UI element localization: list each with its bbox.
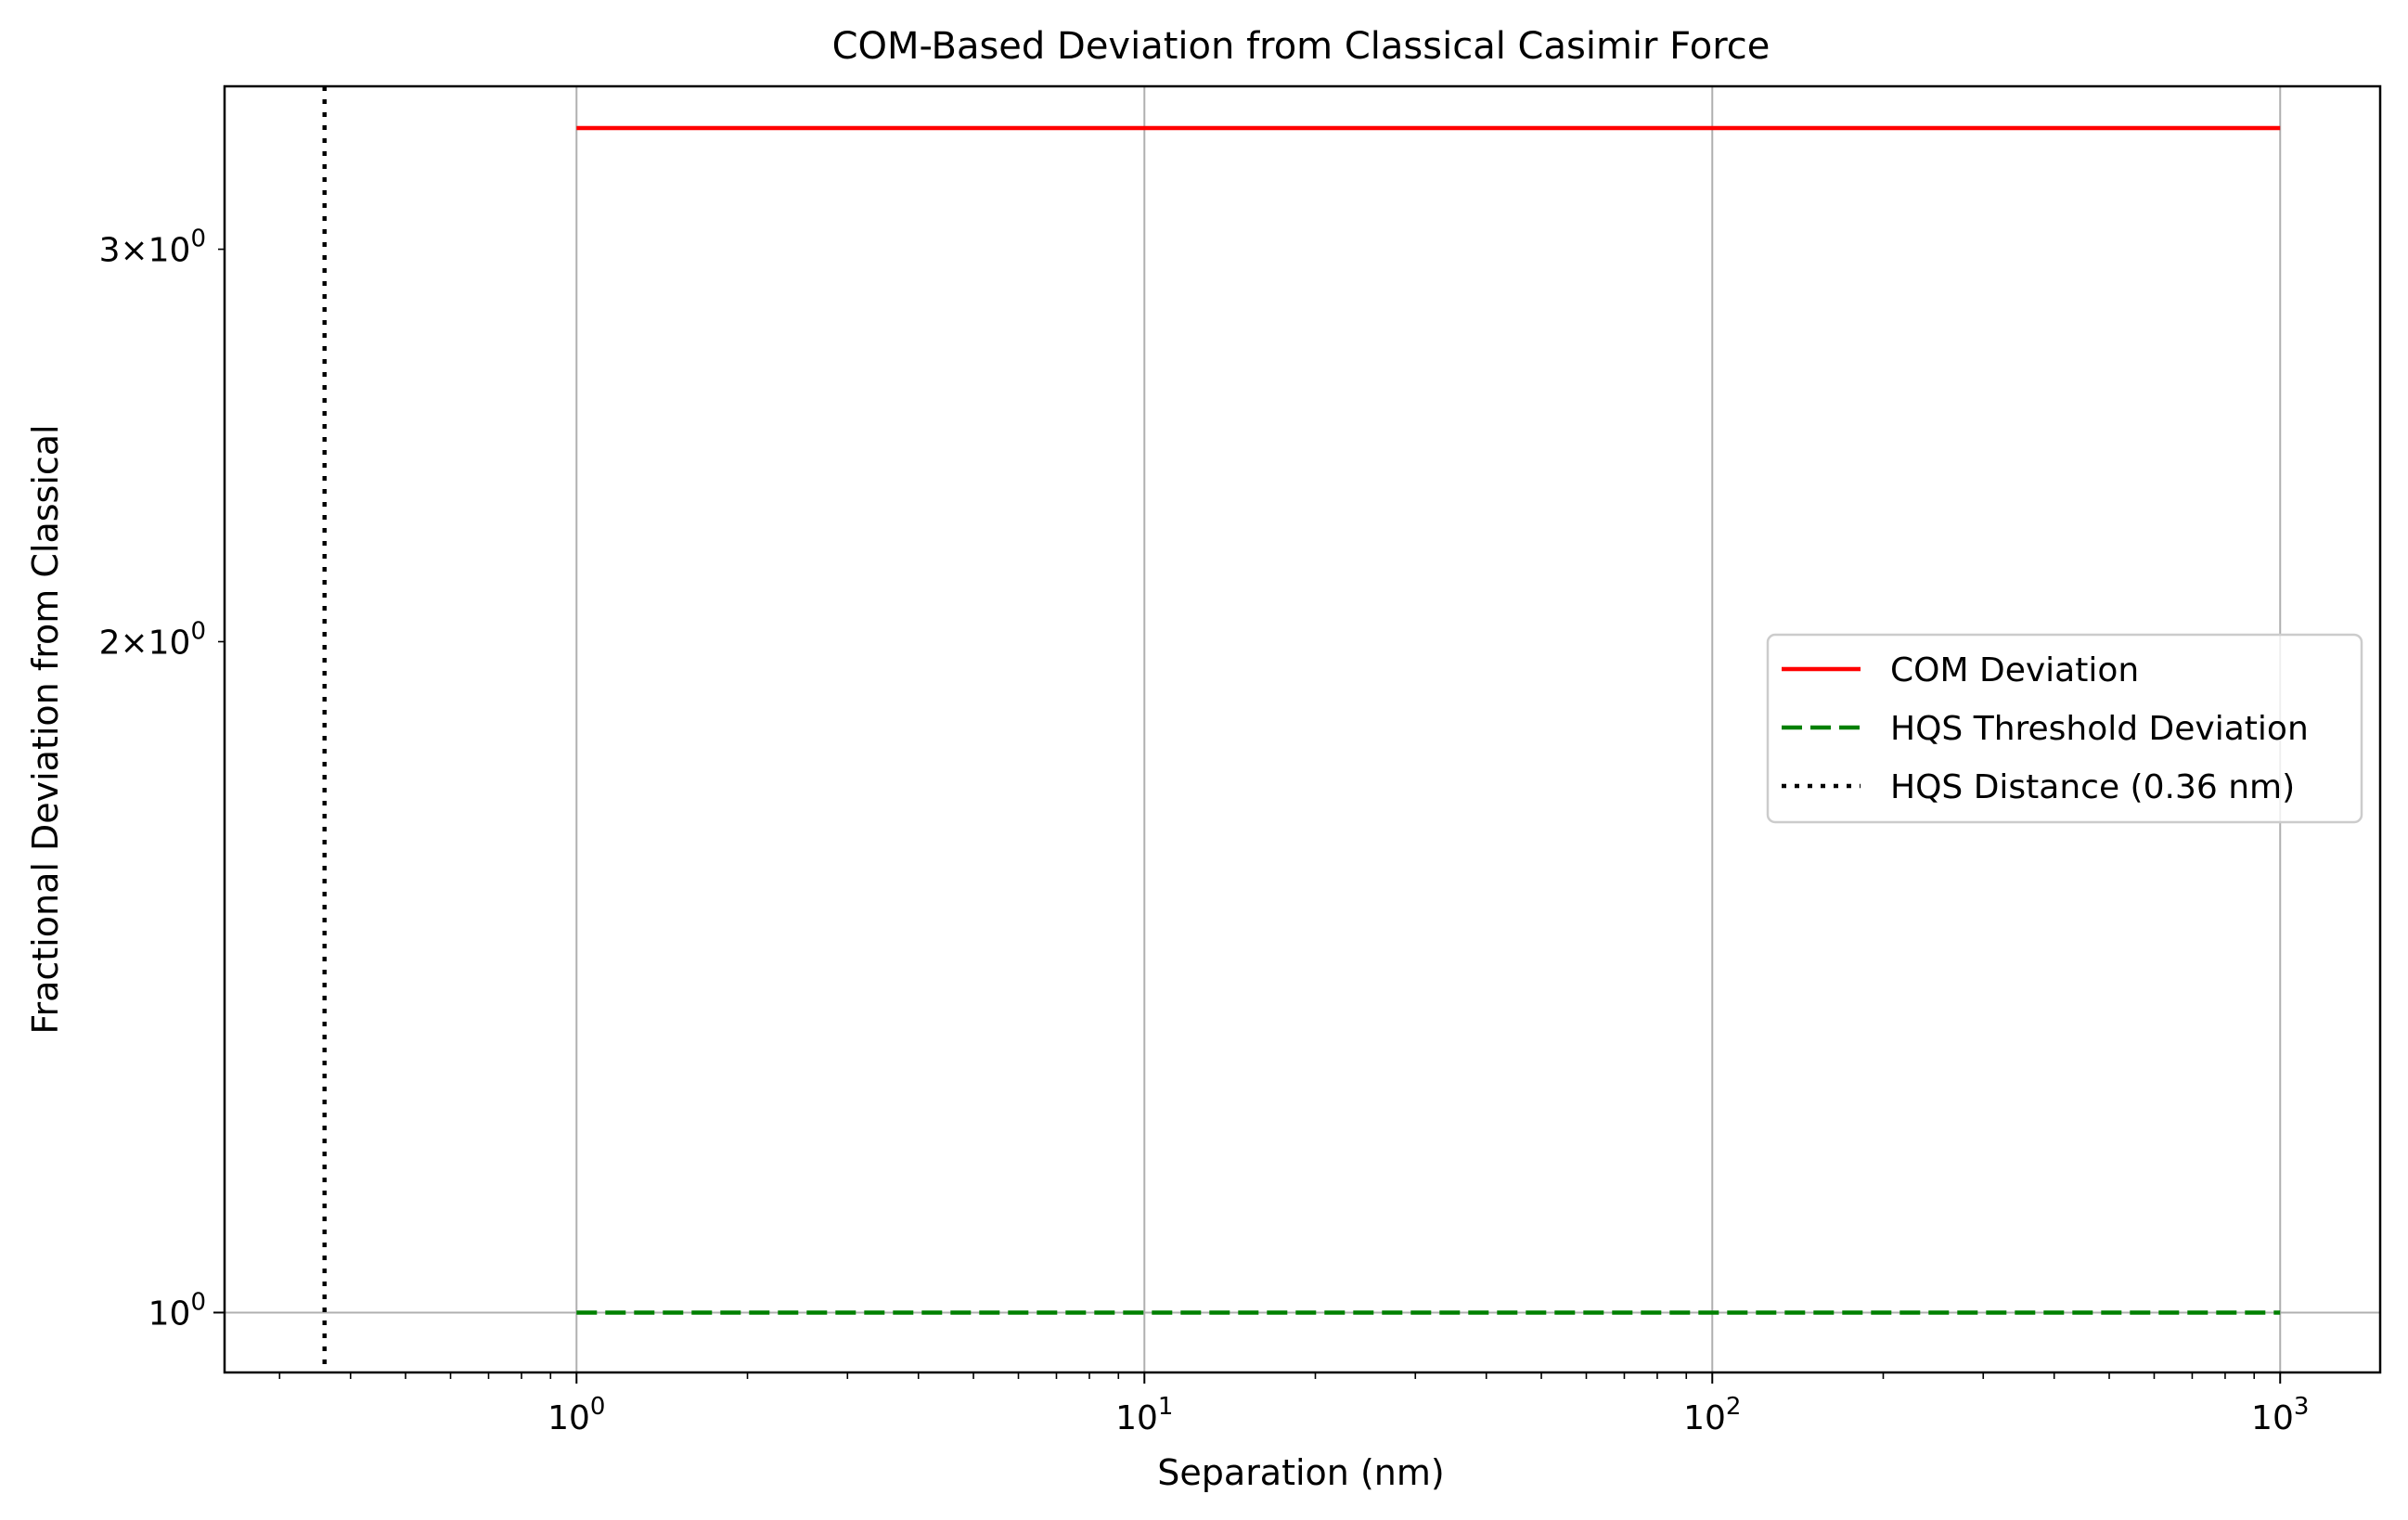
x-tick-label: 103 (2251, 1393, 2309, 1437)
y-axis-label: Fractional Deviation from Classical (25, 424, 66, 1034)
y-tick-label: 3×100 (99, 225, 206, 270)
chart-title: COM-Based Deviation from Classical Casim… (832, 25, 1771, 68)
y-tick-label: 2×100 (99, 617, 206, 662)
y-tick-labels: 100 2×100 3×100 (99, 225, 206, 1333)
legend: COM Deviation HQS Threshold Deviation HQS … (1766, 633, 2363, 824)
legend-label: COM Deviation (1890, 651, 2139, 689)
x-tick-labels: 100 101 102 103 (547, 1393, 2309, 1437)
x-axis-label: Separation (nm) (1157, 1452, 1444, 1493)
x-tick-label: 100 (547, 1393, 605, 1437)
axes-frame (223, 84, 2382, 1374)
legend-label: HQS Threshold Deviation (1890, 710, 2309, 748)
legend-label: HQS Distance (0.36 nm) (1890, 768, 2295, 806)
x-tick-label: 102 (1683, 1393, 1741, 1437)
series-lines (322, 86, 2281, 1372)
y-tick-label: 100 (148, 1288, 206, 1333)
x-tick-label: 101 (1115, 1393, 1173, 1437)
axis-ticks (213, 248, 2282, 1384)
legend-frame (1766, 633, 2363, 824)
